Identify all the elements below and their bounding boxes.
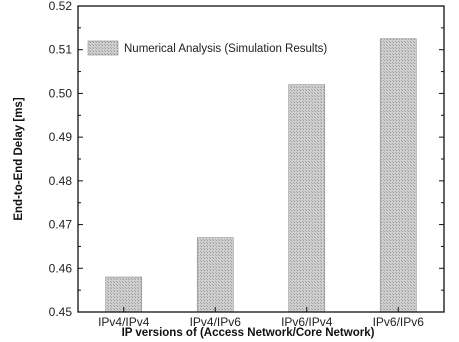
y-tick-label: 0.46 [49, 261, 73, 275]
legend-label: Numerical Analysis (Simulation Results) [124, 43, 327, 55]
x-tick-label: IPv4/IPv6 [190, 315, 242, 329]
x-axis-title: IP versions of (Access Network/Core Netw… [122, 327, 375, 339]
legend: Numerical Analysis (Simulation Results) [87, 40, 327, 56]
y-tick-label: 0.52 [49, 0, 73, 13]
y-tick-label: 0.51 [49, 43, 73, 57]
bar-ipv4-ipv6 [196, 237, 234, 313]
y-tick-label: 0.50 [49, 86, 73, 100]
y-tick-label: 0.45 [49, 305, 73, 319]
bar-ipv4-ipv4 [105, 276, 143, 313]
legend-swatch [87, 40, 119, 56]
y-tick-label: 0.49 [49, 130, 73, 144]
x-tick-label: IPv6/IPv6 [373, 315, 425, 329]
x-tick-label: IPv6/IPv4 [281, 315, 333, 329]
x-ticks-group: IPv4/IPv4 IPv4/IPv6 IPv6/IPv4 IPv6/IPv6 [98, 307, 424, 329]
y-tick-label: 0.47 [49, 218, 73, 232]
x-tick-label: IPv4/IPv4 [98, 315, 150, 329]
y-ticks-group: 0.45 0.46 0.47 0.48 0.49 0.50 0.51 0.52 [49, 0, 444, 319]
bars-group [105, 38, 417, 313]
bar-ipv6-ipv4 [288, 84, 326, 313]
bar-ipv6-ipv6 [379, 38, 417, 313]
y-axis-title: End-to-End Delay [ms] [13, 97, 25, 220]
plot-frame [77, 5, 445, 313]
y-tick-label: 0.48 [49, 174, 73, 188]
